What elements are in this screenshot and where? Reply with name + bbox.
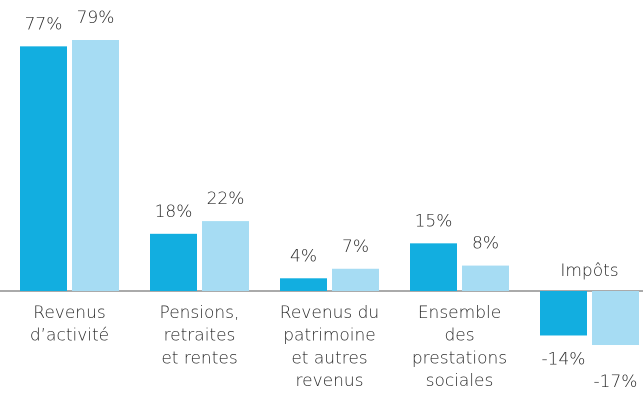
bar [280, 278, 327, 291]
category-label: Impôts [560, 261, 618, 281]
bar [410, 243, 457, 291]
bar [592, 291, 639, 346]
category-label: prestations [412, 348, 507, 368]
bar [540, 291, 587, 336]
bar [72, 40, 119, 291]
category-label: et rentes [161, 348, 237, 368]
category-label: patrimoine [283, 326, 376, 346]
bar [150, 233, 197, 291]
data-label: 8% [472, 234, 499, 254]
bar [332, 268, 379, 291]
bar [202, 221, 249, 291]
data-label: 77% [25, 14, 63, 34]
data-label: -14% [542, 349, 586, 369]
category-label: Revenus du [280, 303, 379, 323]
data-label: 18% [155, 202, 193, 222]
category-label: et autres [291, 348, 367, 368]
category-label: sociales [426, 371, 494, 391]
data-label: 22% [207, 189, 245, 209]
category-label: revenus [296, 371, 364, 391]
category-label: Revenus [33, 303, 105, 323]
data-label: 7% [342, 237, 369, 257]
data-label: 15% [415, 211, 453, 231]
data-label: 79% [77, 8, 115, 28]
category-label: d’activité [30, 326, 109, 346]
category-label: Pensions, [160, 303, 240, 323]
category-label: Ensemble [418, 303, 501, 323]
bar [462, 265, 509, 291]
data-label: -17% [594, 372, 638, 392]
category-label: des [444, 326, 474, 346]
category-label: retraites [164, 326, 236, 346]
bar [20, 46, 67, 291]
data-label: 4% [290, 246, 317, 266]
